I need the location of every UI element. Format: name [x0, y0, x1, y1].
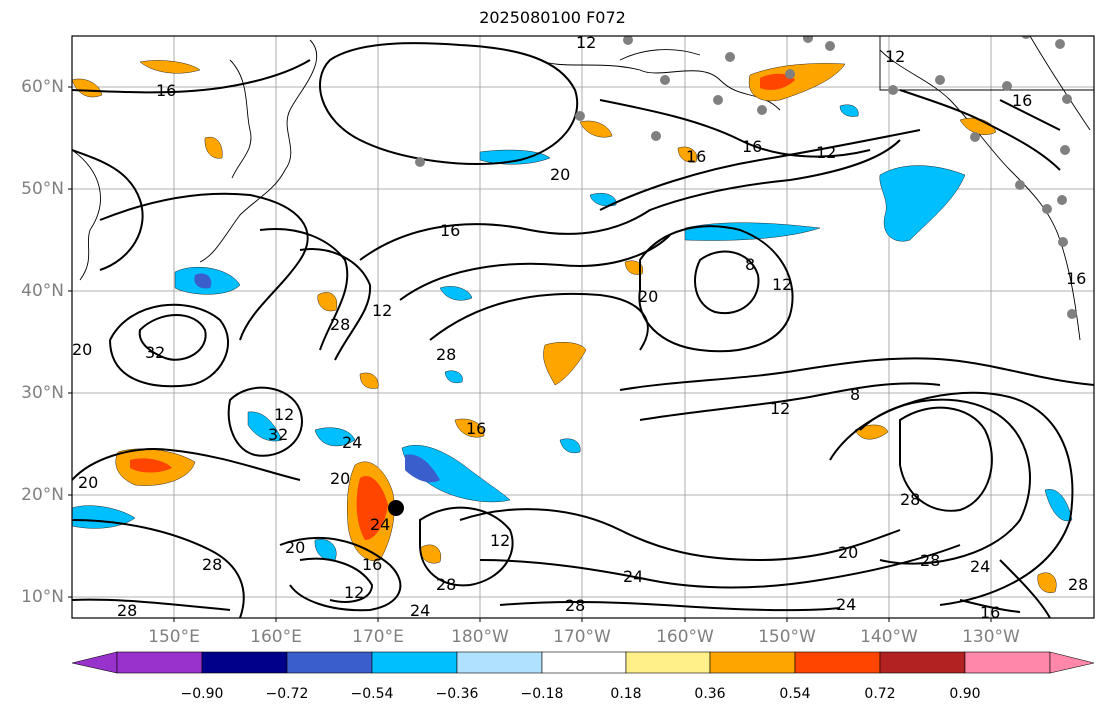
- contour-value-label: 8: [850, 385, 860, 404]
- lon-label-170e: 170°E: [352, 627, 404, 647]
- contour-value-label: 24: [836, 595, 856, 614]
- contour-value-label: 20: [638, 287, 658, 306]
- lon-label-130w: 130°W: [962, 627, 1020, 647]
- contour-value-label: 32: [145, 343, 165, 362]
- lat-label-60n: 60°N: [21, 77, 64, 97]
- contour-value-label: 12: [772, 275, 792, 294]
- contour-value-label: 28: [117, 601, 137, 620]
- contour-value-label: 24: [410, 601, 430, 620]
- contour-value-label: 12: [816, 143, 836, 162]
- colorbar-tick-label: −0.18: [520, 686, 564, 702]
- lon-label-150e: 150°E: [148, 627, 200, 647]
- map-area: [72, 36, 1094, 618]
- contour-value-label: 12: [576, 33, 596, 52]
- contour-value-label: 20: [838, 543, 858, 562]
- colorbar-tick-label: −0.36: [435, 686, 479, 702]
- contour-value-label: 24: [623, 567, 643, 586]
- contour-value-label: 16: [1066, 269, 1086, 288]
- contour-value-label: 24: [370, 515, 390, 534]
- colorbar-extend-max: [1049, 651, 1095, 674]
- contour-value-label: 16: [686, 147, 706, 166]
- negative-anomaly-shading: [72, 104, 1073, 561]
- contour-value-label: 28: [202, 555, 222, 574]
- colorbar-extend-min: [71, 651, 118, 674]
- lat-label-50n: 50°N: [21, 179, 64, 199]
- contour-value-label: 16: [156, 81, 176, 100]
- lon-label-150w: 150°W: [758, 627, 816, 647]
- contour-value-label: 28: [436, 575, 456, 594]
- lat-label-20n: 20°N: [21, 485, 64, 505]
- contour-value-label: 12: [490, 531, 510, 550]
- colorbar-tick-label: 0.72: [864, 686, 896, 702]
- contour-value-label: 20: [330, 469, 350, 488]
- colorbar-tick-label: −0.72: [265, 686, 309, 702]
- contour-value-label: 16: [980, 603, 1000, 622]
- colorbar-tick-label: 0.54: [779, 686, 811, 702]
- contour-labels: 12 16 12 16 16 12 20 16 16 12 20 32 28 1…: [72, 33, 1088, 622]
- contour-value-label: 28: [920, 551, 940, 570]
- axis-ticks: [68, 86, 992, 622]
- coastlines: [72, 36, 1094, 341]
- contour-value-label: 8: [745, 255, 755, 274]
- colorbar-tick-label: 0.90: [949, 686, 981, 702]
- contour-value-label: 20: [550, 165, 570, 184]
- storm-center-marker: [388, 500, 404, 516]
- contour-value-label: 16: [1012, 91, 1032, 110]
- contour-value-label: 20: [285, 538, 305, 557]
- contour-value-label: 20: [78, 473, 98, 492]
- contour-lines: [72, 42, 1094, 618]
- colorbar-tick-label: 0.18: [610, 686, 642, 702]
- lon-label-160w: 160°W: [656, 627, 714, 647]
- lat-label-10n: 10°N: [21, 587, 64, 607]
- contour-value-label: 28: [565, 596, 585, 615]
- contour-value-label: 12: [885, 47, 905, 66]
- lat-label-30n: 30°N: [21, 383, 64, 403]
- map-frame: [71, 35, 1095, 619]
- contour-value-label: 20: [72, 340, 92, 359]
- contour-value-label: 16: [466, 419, 486, 438]
- colorbar: [71, 651, 1095, 674]
- contour-value-label: 32: [268, 425, 288, 444]
- contour-value-label: 12: [372, 301, 392, 320]
- contour-value-label: 16: [440, 221, 460, 240]
- lon-label-160e: 160°E: [250, 627, 302, 647]
- lon-label-180w: 180°W: [451, 627, 509, 647]
- lon-label-140w: 140°W: [860, 627, 918, 647]
- contour-value-label: 12: [344, 583, 364, 602]
- contour-value-label: 12: [770, 399, 790, 418]
- contour-value-label: 16: [742, 137, 762, 156]
- colorbar-tick-label: 0.36: [694, 686, 726, 702]
- contour-value-label: 28: [330, 315, 350, 334]
- colorbar-tick-label: −0.54: [350, 686, 394, 702]
- contour-value-label: 24: [970, 557, 990, 576]
- colorbar-tick-label: −0.90: [180, 686, 224, 702]
- contour-value-label: 16: [362, 555, 382, 574]
- positive-anomaly-shading: [72, 60, 1057, 593]
- contour-value-label: 28: [436, 345, 456, 364]
- contour-value-label: 12: [274, 405, 294, 424]
- lat-label-40n: 40°N: [21, 281, 64, 301]
- lon-label-170w: 170°W: [553, 627, 611, 647]
- station-markers: [415, 36, 1077, 319]
- map-title: 2025080100 F072: [479, 8, 626, 27]
- contour-value-label: 28: [900, 490, 920, 509]
- contour-value-label: 28: [1068, 575, 1088, 594]
- contour-value-label: 24: [342, 433, 362, 452]
